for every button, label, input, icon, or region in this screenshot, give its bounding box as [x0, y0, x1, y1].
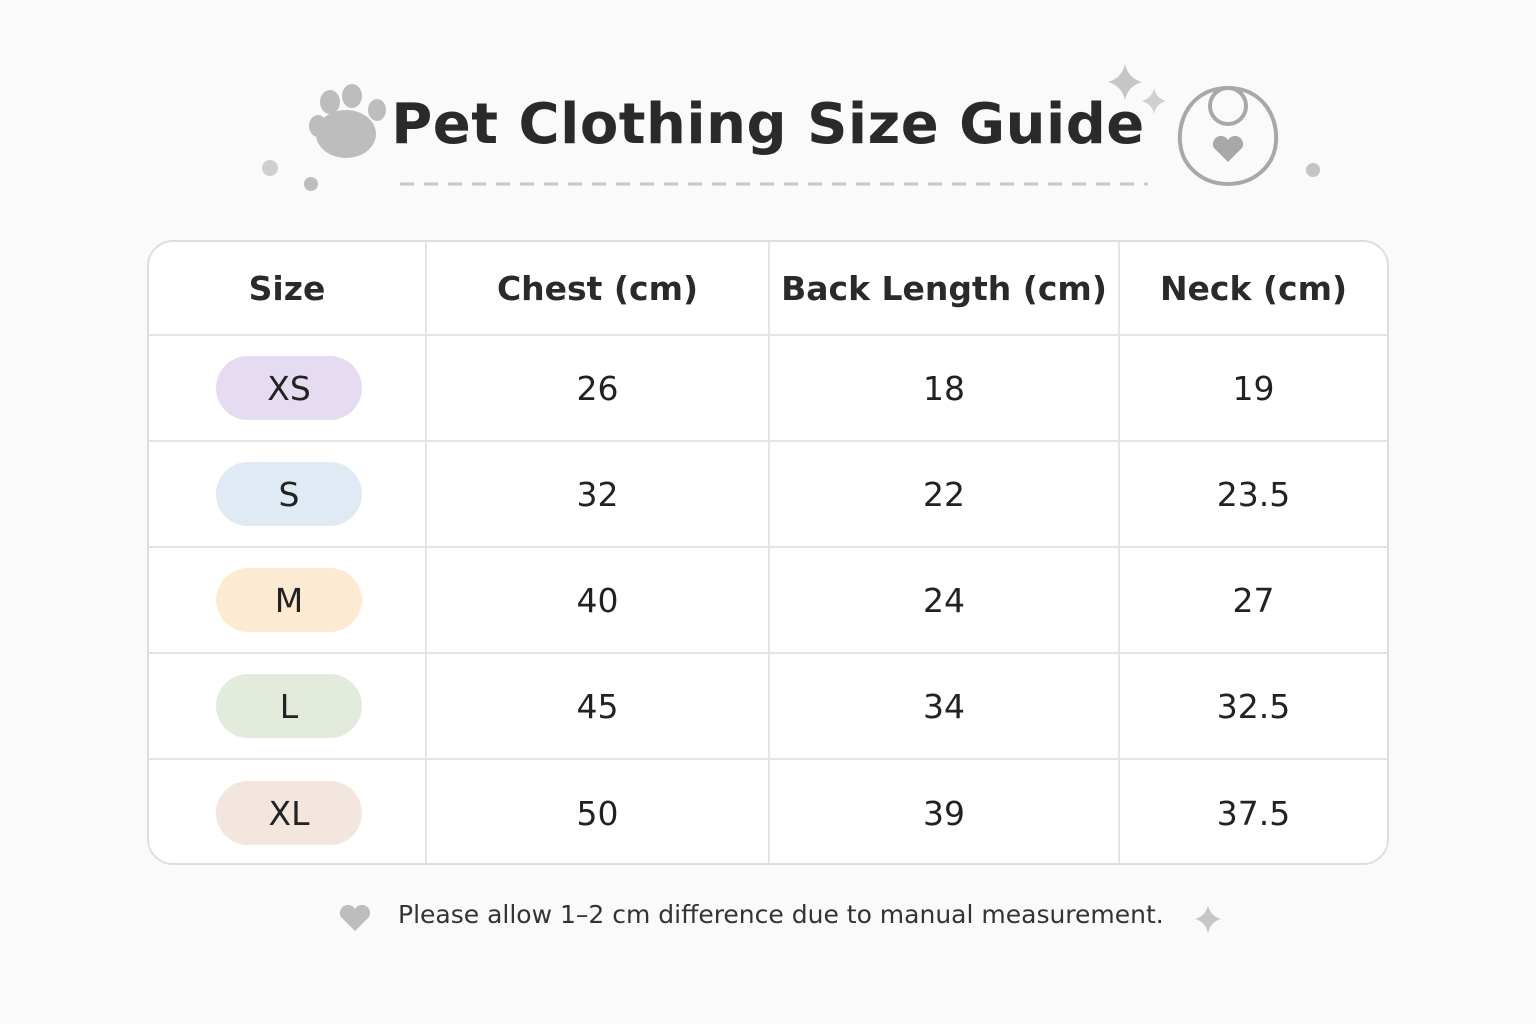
size-cell: L [149, 654, 427, 760]
size-cell: S [149, 442, 427, 548]
sparkle [1108, 64, 1142, 100]
paw-icon [309, 84, 386, 158]
title: Pet Clothing Size Guide [391, 92, 1145, 157]
size-badge: S [216, 462, 362, 526]
value-cell: 27 [1120, 548, 1387, 654]
value-cell: 18 [770, 336, 1120, 442]
value-cell: 39 [770, 760, 1120, 863]
bib-icon [1177, 85, 1279, 187]
dot [304, 177, 318, 191]
size-badge: L [216, 674, 362, 738]
sparkle [1195, 905, 1221, 934]
value-cell: 24 [770, 548, 1120, 654]
value-cell: 23.5 [1120, 442, 1387, 548]
heart-icon [339, 904, 371, 931]
note: Please allow 1–2 cm difference due to ma… [398, 900, 1164, 929]
value-cell: 34 [770, 654, 1120, 760]
size-cell: M [149, 548, 427, 654]
value-cell: 50 [427, 760, 770, 863]
value-cell: 40 [427, 548, 770, 654]
size-badge: XS [216, 356, 362, 420]
value-cell: 45 [427, 654, 770, 760]
value-cell: 32.5 [1120, 654, 1387, 760]
value-cell: 37.5 [1216, 793, 1291, 833]
size-badge: XL [216, 781, 362, 845]
header-cell: Back Length (cm) [770, 242, 1120, 336]
sparkle [1142, 88, 1166, 114]
header-cell: Neck (cm) [1120, 242, 1387, 336]
value-cell: 19 [1120, 336, 1387, 442]
dot [262, 160, 278, 176]
value-cell: 32 [427, 442, 770, 548]
value-cell: 26 [427, 336, 770, 442]
size-cell: XS [149, 336, 427, 442]
size-badge: M [216, 568, 362, 632]
heart-icon [1212, 135, 1244, 162]
value-cell: 22 [770, 442, 1120, 548]
header-cell: Size [149, 242, 427, 336]
size-table: Size Chest (cm) Back Length (cm) Neck (cm) X… [147, 240, 1389, 865]
size-cell: XL [149, 760, 427, 863]
header-cell: Chest (cm) [427, 242, 770, 336]
dot [1306, 163, 1320, 177]
